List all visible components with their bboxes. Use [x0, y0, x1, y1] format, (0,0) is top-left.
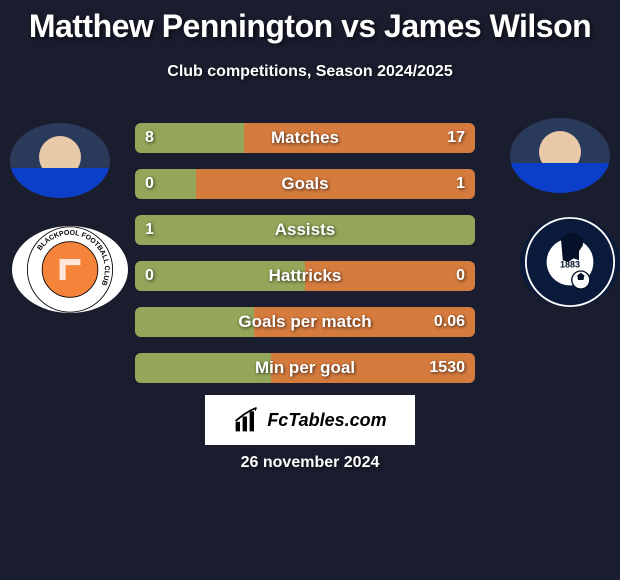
brand-icon [233, 406, 261, 434]
stat-bar-left-fill [135, 261, 305, 291]
stat-bar-left-fill [135, 307, 254, 337]
stat-row: Hattricks00 [135, 261, 475, 291]
player-right-avatar [510, 118, 610, 193]
stat-bar-right-fill [254, 307, 475, 337]
stats-bars: Matches817 Goals01 Assists1 Hattricks00 Goal… [135, 123, 475, 399]
club-right-year: 1883 [560, 259, 580, 269]
stat-row: Goals01 [135, 169, 475, 199]
stat-row: Goals per match0.06 [135, 307, 475, 337]
page-title: Matthew Pennington vs James Wilson [0, 0, 620, 45]
stat-row: Matches817 [135, 123, 475, 153]
stat-bar-left-fill [135, 123, 244, 153]
snapshot-date: 26 november 2024 [0, 454, 620, 472]
stat-row: Assists1 [135, 215, 475, 245]
season-subtitle: Club competitions, Season 2024/2025 [0, 63, 620, 81]
stat-bar-left-fill [135, 353, 271, 383]
stat-row: Min per goal1530 [135, 353, 475, 383]
stat-bar-right-fill [196, 169, 475, 199]
player-left-avatar [10, 123, 110, 198]
stat-bar-left-fill [135, 215, 475, 245]
brand-box: FcTables.com [205, 395, 415, 445]
brand-text: FcTables.com [267, 410, 386, 431]
club-left-badge: BLACKPOOL FOOTBALL CLUB [12, 226, 128, 313]
club-right-badge: 1883 [520, 217, 620, 307]
stat-bar-left-fill [135, 169, 196, 199]
stat-bar-right-fill [305, 261, 475, 291]
stat-bar-right-fill [244, 123, 475, 153]
stat-bar-right-fill [271, 353, 475, 383]
